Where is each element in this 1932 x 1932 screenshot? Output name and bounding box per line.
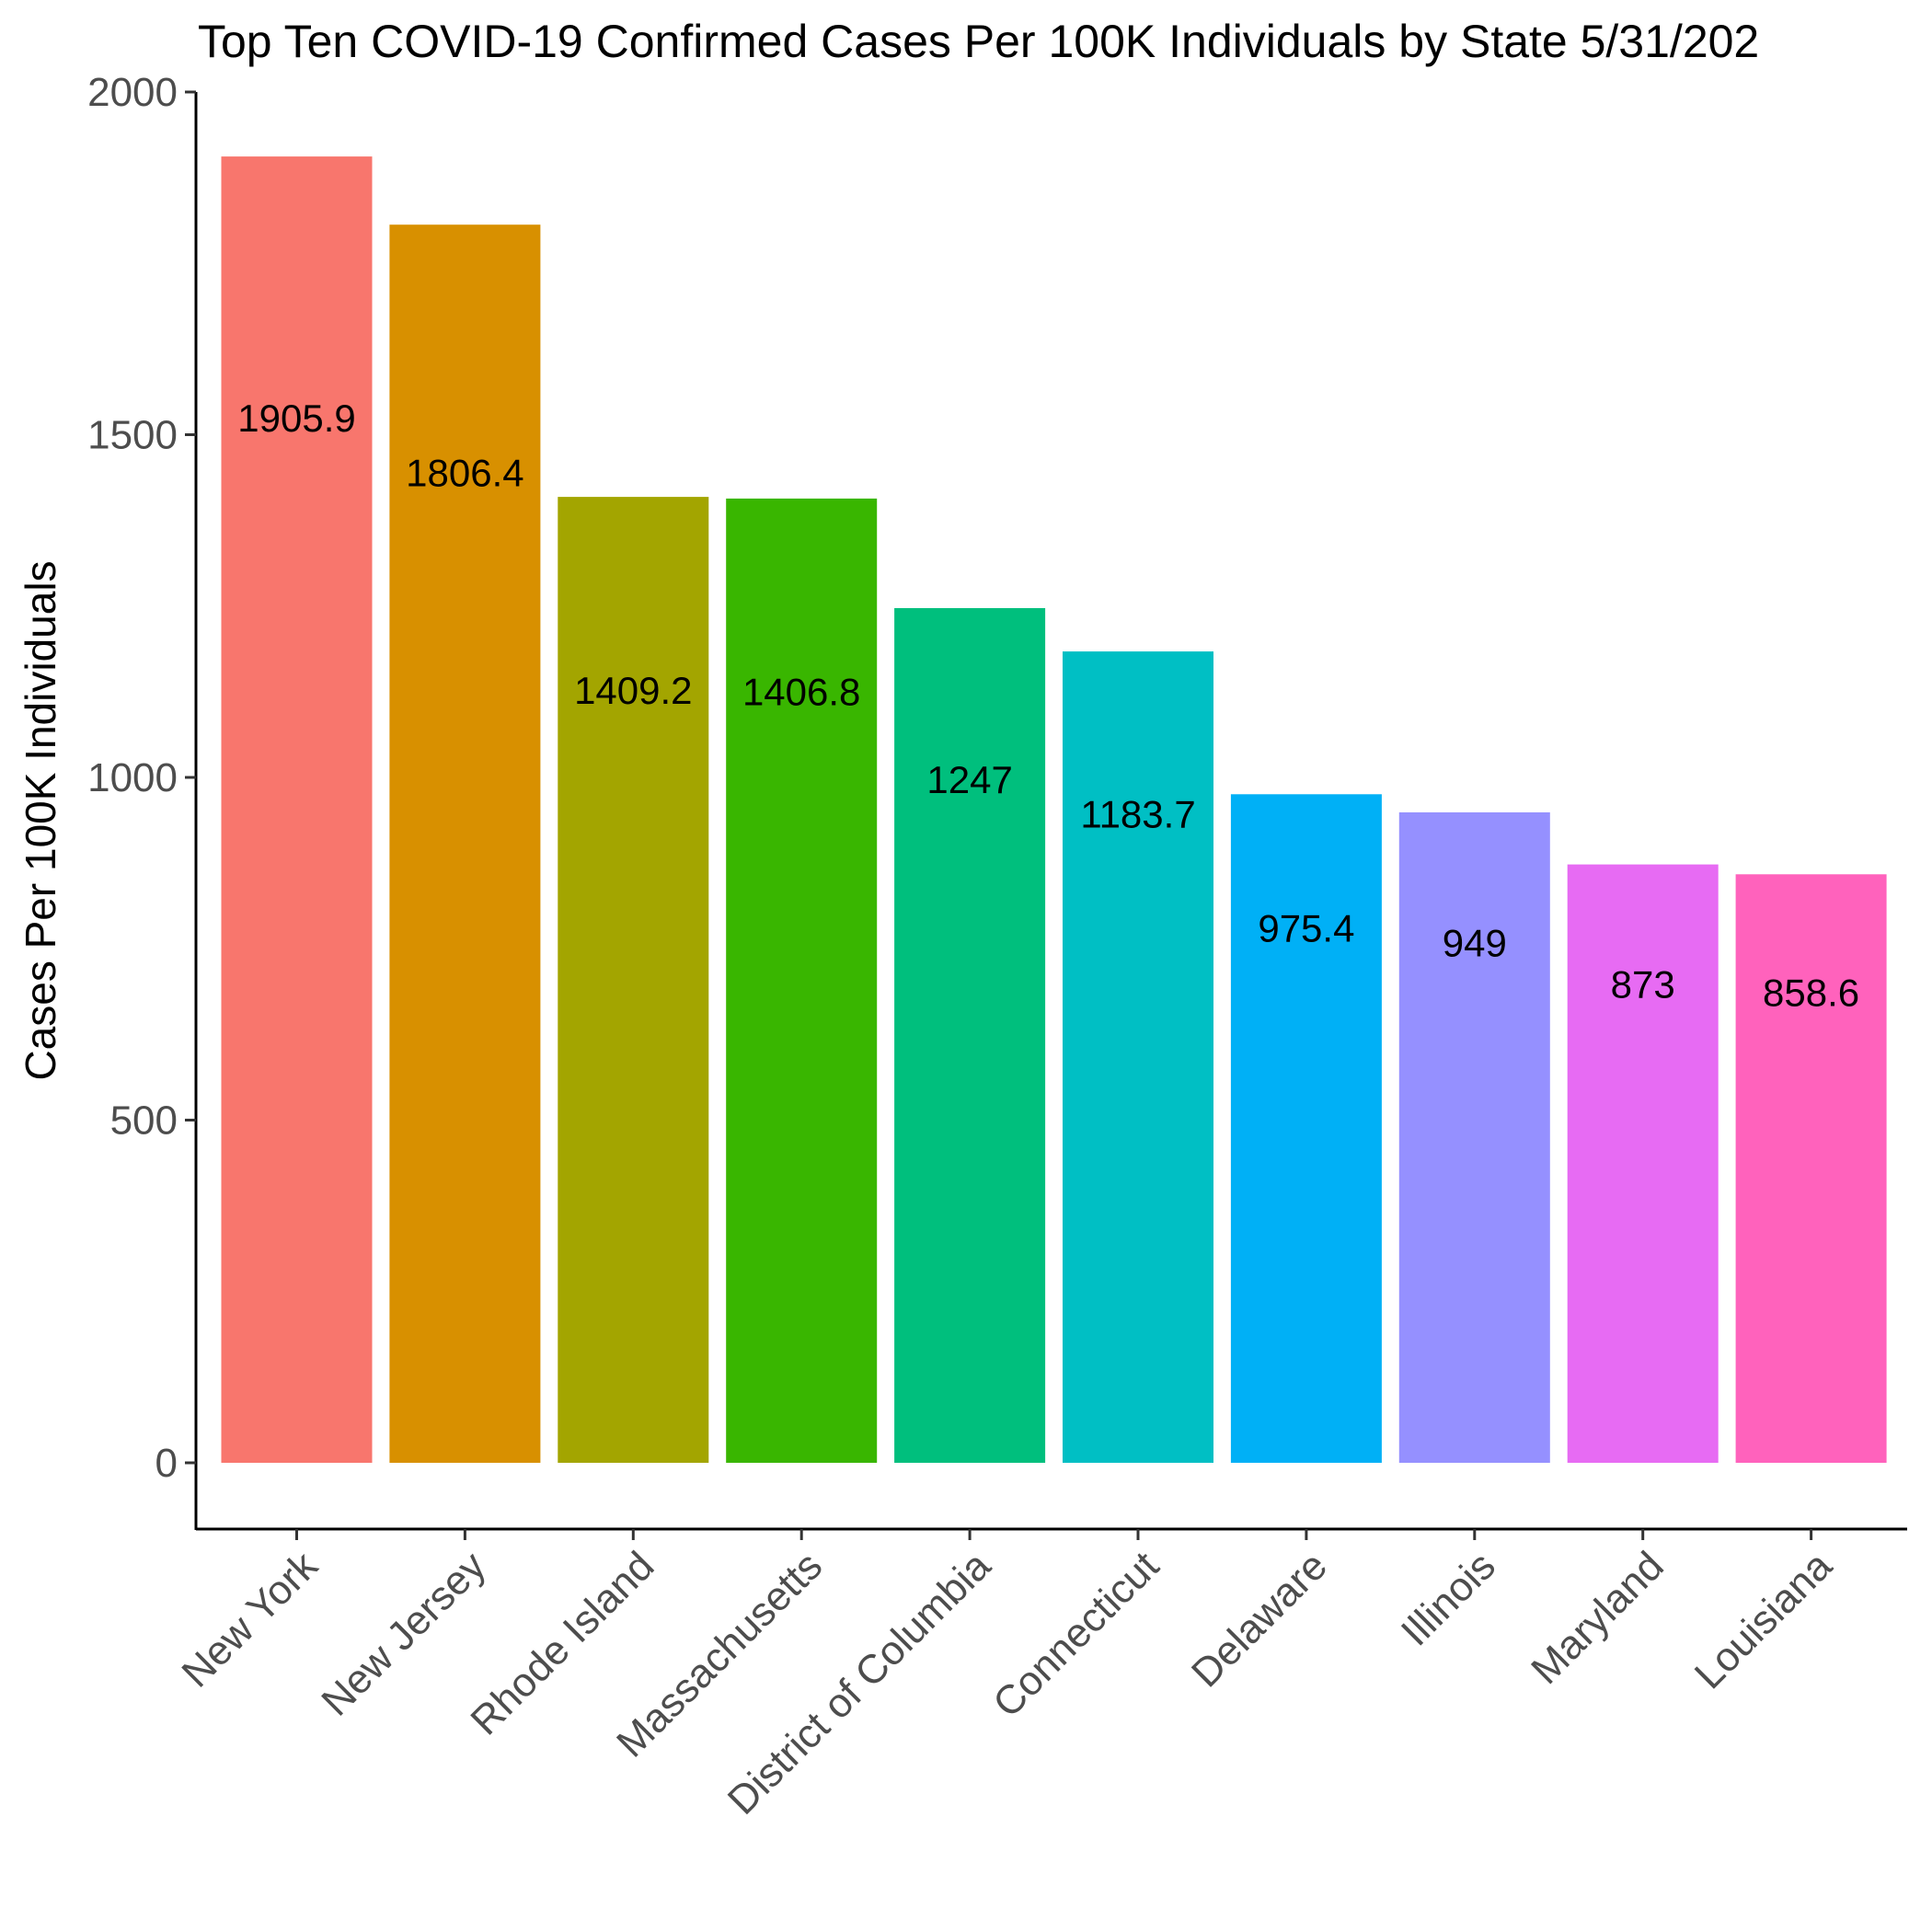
x-tick-label-illinois: Illinois <box>1393 1543 1504 1654</box>
y-tick-label-1000: 1000 <box>87 755 178 800</box>
x-tick-label-new-york: New York <box>173 1543 327 1696</box>
bar-illinois <box>1398 812 1550 1463</box>
bar-value-label-rhode-island: 1409.2 <box>574 669 692 712</box>
x-tick-label-delaware: Delaware <box>1183 1543 1336 1696</box>
x-tick-label-louisiana: Louisiana <box>1686 1543 1841 1697</box>
bar-maryland <box>1567 864 1719 1463</box>
y-tick-label-500: 500 <box>110 1098 178 1144</box>
bar-new-york <box>221 156 373 1464</box>
bar-louisiana <box>1735 874 1887 1463</box>
bar-value-label-illinois: 949 <box>1443 921 1507 964</box>
bar-value-label-district-of-columbia: 1247 <box>926 758 1012 801</box>
y-tick-label-0: 0 <box>155 1441 178 1486</box>
bar-massachusetts <box>726 498 878 1463</box>
bar-value-label-maryland: 873 <box>1611 963 1675 1006</box>
y-tick-label-2000: 2000 <box>87 70 178 115</box>
x-tick-label-maryland: Maryland <box>1523 1543 1673 1693</box>
bar-delaware <box>1230 794 1382 1463</box>
y-ticks-group: 0 500 1000 1500 2000 <box>87 70 196 1486</box>
bar-value-label-new-york: 1905.9 <box>237 397 355 440</box>
bar-value-label-massachusetts: 1406.8 <box>742 671 860 714</box>
x-tick-label-connecticut: Connecticut <box>984 1543 1167 1726</box>
bar-new-jersey <box>389 224 541 1464</box>
bar-value-label-delaware: 975.4 <box>1258 907 1354 950</box>
bar-value-label-louisiana: 858.6 <box>1763 971 1859 1014</box>
bars-group <box>221 156 1887 1464</box>
bar-connecticut <box>1063 651 1213 1463</box>
chart-title: Top Ten COVID-19 Confirmed Cases Per 100… <box>198 16 1759 67</box>
y-tick-label-1500: 1500 <box>87 413 178 458</box>
bar-district-of-columbia <box>894 608 1046 1463</box>
x-tick-label-new-jersey: New Jersey <box>313 1543 494 1724</box>
bar-rhode-island <box>558 497 709 1463</box>
bar-value-label-new-jersey: 1806.4 <box>406 451 523 494</box>
bar-value-label-connecticut: 1183.7 <box>1080 793 1195 836</box>
y-axis-label: Cases Per 100K Individuals <box>17 560 64 1080</box>
bar-labels-group: 1905.9 1806.4 1409.2 1406.8 1247 1183.7 975.4 9… <box>237 397 1859 1014</box>
